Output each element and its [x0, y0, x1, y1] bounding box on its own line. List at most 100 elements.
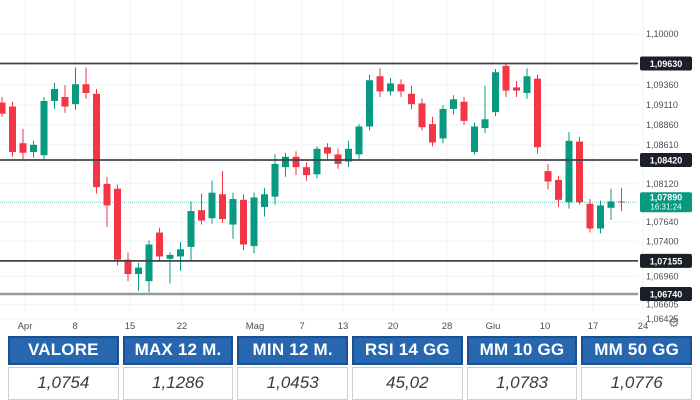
candle-down — [82, 84, 90, 93]
candle-down — [219, 194, 226, 219]
table-header-max-12m: MAX 12 M. — [122, 336, 234, 365]
y-axis-label: 1,08120 — [646, 179, 679, 189]
x-axis-label: 15 — [125, 321, 136, 332]
candle-up — [187, 211, 195, 247]
table-value-mm-10gg: 1,0783 — [466, 367, 578, 400]
candle-up — [271, 163, 279, 197]
candle-up — [313, 148, 321, 175]
candle-up — [523, 76, 531, 93]
table-value-min-12m: 1,0453 — [237, 367, 348, 400]
x-axis-label: Mag — [246, 321, 264, 332]
candle-down — [576, 141, 583, 203]
price-level-badge-label: 1,07155 — [650, 256, 683, 266]
candle-down — [555, 179, 562, 200]
price-level-badge — [640, 253, 692, 268]
indicator-table: VALORE MAX 12 M. MIN 12 M. RSI 14 GG MM … — [8, 336, 692, 400]
price-level-badge — [640, 286, 692, 301]
candle-up — [366, 80, 373, 127]
candle-up — [607, 201, 615, 208]
table-header-min-12m: MIN 12 M. — [237, 336, 348, 365]
candle-down — [292, 156, 300, 168]
candle-down — [19, 143, 27, 153]
candle-up — [565, 140, 573, 203]
candle-up — [471, 126, 478, 152]
candle-down — [324, 147, 331, 154]
candle-down — [240, 199, 247, 245]
x-axis-label: 7 — [299, 321, 304, 332]
candle-down — [156, 232, 163, 257]
candle-down — [198, 210, 205, 221]
candle-up — [439, 108, 447, 139]
candle-down — [376, 76, 384, 92]
candle-up — [40, 100, 48, 156]
price-level-badge — [640, 152, 692, 167]
candle-up — [51, 88, 58, 101]
y-axis-label: 1,09360 — [646, 80, 679, 90]
y-axis-label: 1,06960 — [646, 271, 679, 281]
candle-up — [250, 197, 258, 247]
candle-down — [0, 102, 6, 114]
candle-down — [513, 87, 520, 91]
x-axis-label: 20 — [388, 321, 399, 332]
x-axis-label: Giu — [486, 321, 501, 332]
candle-down — [9, 106, 16, 152]
candle-up — [177, 249, 184, 257]
y-axis-label: 1,10000 — [646, 29, 679, 39]
y-axis-label: 1,09110 — [646, 100, 678, 110]
candle-down — [586, 203, 594, 229]
candle-down — [429, 124, 436, 143]
x-axis-label: Apr — [18, 321, 33, 332]
candle-down — [397, 84, 405, 92]
table-value-mm-50gg: 1,0776 — [581, 367, 692, 400]
table-value-valore: 1,0754 — [8, 367, 119, 400]
y-axis-label: 1,08860 — [646, 120, 679, 130]
y-axis-label: 1,06605 — [646, 300, 679, 310]
table-header-mm-50gg: MM 50 GG — [581, 336, 692, 365]
candle-up — [450, 99, 457, 109]
candle-down — [544, 171, 552, 182]
candle-down — [418, 103, 426, 128]
x-axis-label: 24 — [638, 321, 649, 332]
table-value-max-12m: 1,1286 — [122, 367, 234, 400]
y-axis-label: 1,08610 — [646, 140, 679, 150]
candle-down — [124, 259, 132, 275]
candle-down — [103, 183, 111, 206]
table-value-rsi-14gg: 45,02 — [351, 367, 463, 400]
candle-up — [30, 144, 37, 152]
table-header-rsi-14gg: RSI 14 GG — [351, 336, 463, 365]
candle-down — [408, 93, 415, 105]
candle-up — [135, 267, 142, 275]
candle-down — [93, 93, 100, 188]
y-axis-label: 1,07640 — [646, 217, 679, 227]
candle-up — [481, 119, 489, 129]
candle-down — [303, 167, 310, 176]
y-axis-label: 1,06425 — [646, 314, 679, 324]
candle-up — [387, 83, 394, 92]
candle-up — [597, 205, 604, 229]
candle-up — [229, 199, 237, 225]
candle-down — [502, 65, 510, 91]
x-axis-label: 22 — [177, 321, 188, 332]
candle-up — [345, 148, 352, 162]
y-axis-label: 1,07400 — [646, 236, 679, 246]
current-price-badge — [640, 192, 692, 213]
candle-up — [282, 156, 289, 168]
price-level-badge-label: 1,09630 — [650, 59, 683, 69]
x-axis-label: 8 — [72, 321, 77, 332]
candle-down — [114, 188, 121, 260]
candle-up — [145, 244, 153, 282]
current-price-badge-time: 16:31:24 — [650, 203, 682, 212]
candle-up — [72, 84, 79, 105]
x-axis-label: 10 — [540, 321, 551, 332]
candlestick-chart[interactable]: Apr 8 15 22 Mag 7 13 20 28 Giu 10 17 24 1,10000 1,0936… — [0, 0, 700, 334]
candle-up — [166, 254, 174, 259]
current-price-badge-value: 1,07890 — [650, 193, 683, 203]
x-axis-label: 17 — [588, 321, 599, 332]
candle-down — [534, 78, 541, 148]
candle-down — [61, 96, 69, 107]
candle-up — [208, 192, 216, 219]
price-level-badge-label: 1,06740 — [650, 289, 683, 299]
axis-settings-gear-icon[interactable]: ⚙ — [668, 315, 680, 330]
x-axis-label: 28 — [442, 321, 453, 332]
